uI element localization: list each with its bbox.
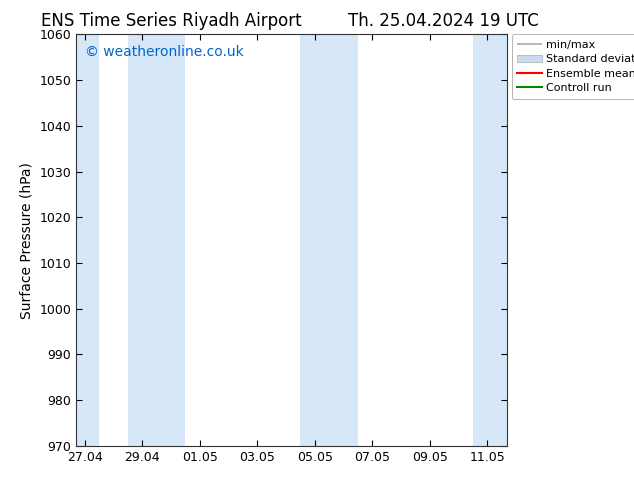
Bar — [301, 34, 329, 446]
Bar — [473, 34, 507, 446]
Text: © weatheronline.co.uk: © weatheronline.co.uk — [85, 45, 243, 59]
Bar — [128, 34, 185, 446]
Text: Th. 25.04.2024 19 UTC: Th. 25.04.2024 19 UTC — [349, 12, 539, 30]
Legend: min/max, Standard deviation, Ensemble mean run, Controll run: min/max, Standard deviation, Ensemble me… — [512, 34, 634, 99]
Y-axis label: Surface Pressure (hPa): Surface Pressure (hPa) — [20, 162, 34, 318]
Bar — [76, 34, 99, 446]
Bar — [329, 34, 358, 446]
Text: ENS Time Series Riyadh Airport: ENS Time Series Riyadh Airport — [41, 12, 302, 30]
